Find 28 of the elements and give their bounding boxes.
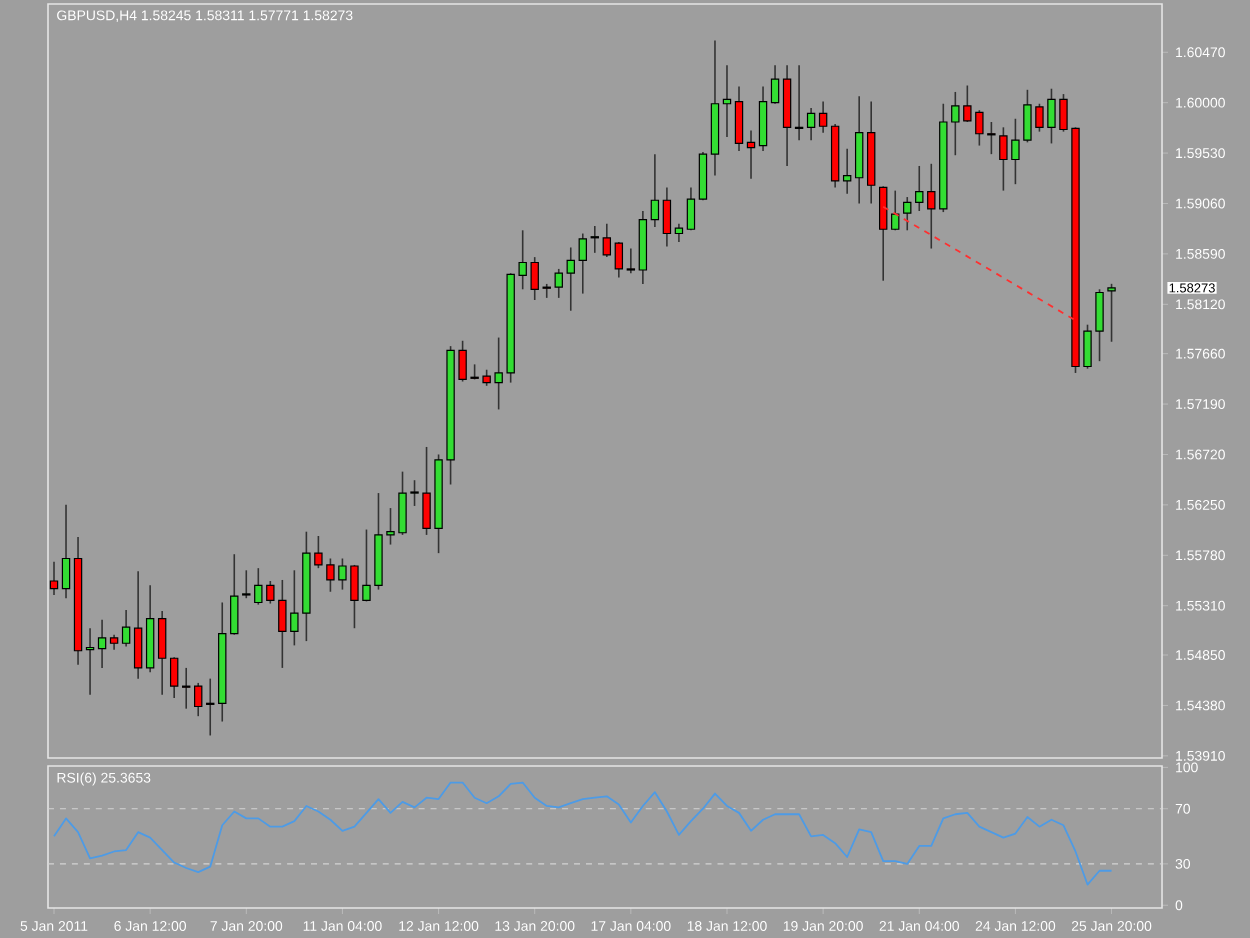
candlestick [614,241,624,279]
candlestick [842,147,852,195]
candlestick [818,100,828,134]
candlestick [578,232,587,295]
candlestick [194,682,203,717]
candlestick [133,570,143,680]
candlestick [734,85,744,152]
candlestick [686,186,696,232]
candlestick [61,504,71,599]
candlestick [854,95,864,205]
candlestick [698,151,708,202]
candlestick [626,247,636,274]
candlestick [602,223,612,258]
candlestick [49,560,59,596]
candlestick [650,153,660,228]
candlestick [758,85,768,152]
candlestick [891,189,900,232]
candlestick [169,656,179,699]
candlestick [1107,283,1116,343]
candlestick [879,185,888,282]
candlestick [121,609,131,648]
candlestick [662,186,672,248]
candlestick [770,64,780,105]
candlestick [806,107,816,142]
candlestick [566,246,575,312]
candlestick [181,667,191,710]
candlestick [157,610,167,696]
candlestick [97,618,107,669]
